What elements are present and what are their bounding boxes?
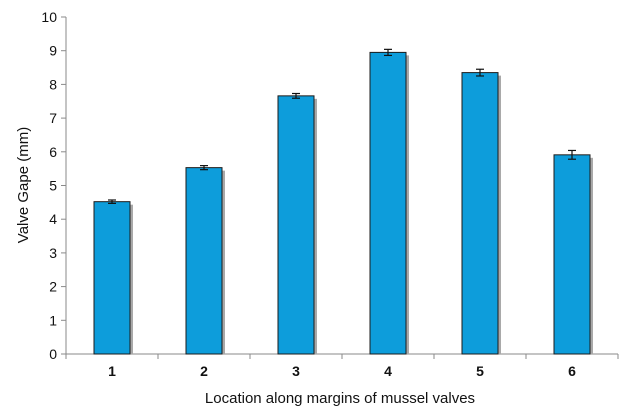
error-bars bbox=[108, 48, 576, 204]
bar-3 bbox=[277, 95, 315, 355]
y-tick-label: 9 bbox=[49, 43, 57, 59]
y-tick-label: 3 bbox=[49, 245, 57, 261]
y-tick-label: 2 bbox=[49, 279, 57, 295]
y-tick-label: 5 bbox=[49, 178, 57, 194]
x-tick-label: 2 bbox=[200, 363, 208, 379]
x-tick-label: 6 bbox=[568, 363, 576, 379]
bar-2 bbox=[185, 167, 223, 355]
bar-5 bbox=[461, 72, 499, 355]
y-tick-label: 1 bbox=[49, 312, 57, 328]
y-tick-label: 6 bbox=[49, 144, 57, 160]
x-tick-label: 4 bbox=[384, 363, 392, 379]
bar-4 bbox=[369, 51, 407, 355]
y-axis: 0 1 2 3 4 5 6 7 8 9 10 bbox=[41, 9, 67, 362]
x-axis-title: Location along margins of mussel valves bbox=[205, 390, 475, 407]
x-tick-label: 1 bbox=[108, 363, 116, 379]
bar-6 bbox=[553, 154, 591, 355]
y-tick-label: 10 bbox=[41, 9, 57, 25]
y-tick-label: 4 bbox=[49, 211, 57, 227]
y-tick-label: 7 bbox=[49, 110, 57, 126]
x-tick-label: 5 bbox=[476, 363, 484, 379]
x-axis: 1 2 3 4 5 6 bbox=[65, 353, 619, 379]
x-tick-label: 3 bbox=[292, 363, 300, 379]
bars bbox=[93, 51, 593, 355]
bar-1 bbox=[93, 201, 131, 355]
y-axis-title: Valve Gape (mm) bbox=[15, 127, 32, 243]
y-tick-label: 8 bbox=[49, 76, 57, 92]
y-tick-label: 0 bbox=[49, 346, 57, 362]
